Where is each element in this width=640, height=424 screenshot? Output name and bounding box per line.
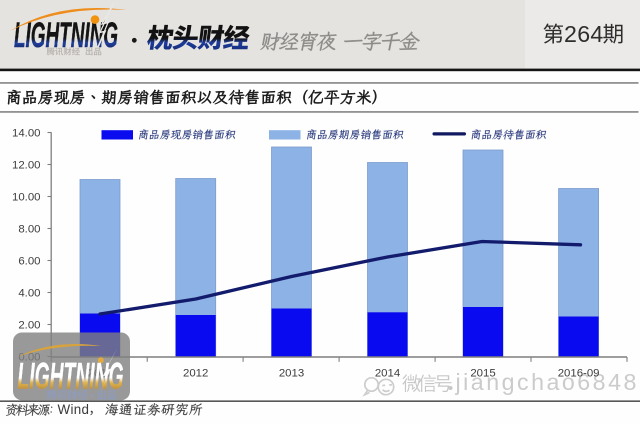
svg-text:4.00: 4.00 xyxy=(18,288,40,300)
svg-text:Wind: Wind xyxy=(58,402,90,417)
svg-text:2015: 2015 xyxy=(470,368,495,380)
svg-text:2013: 2013 xyxy=(279,368,304,380)
svg-text:6.00: 6.00 xyxy=(18,256,40,268)
svg-text:LIGHTNING: LIGHTNING xyxy=(18,355,124,396)
svg-text:8.00: 8.00 xyxy=(18,224,40,236)
svg-text:10.00: 10.00 xyxy=(12,192,41,204)
svg-text:264: 264 xyxy=(564,21,604,47)
svg-text:2016-09: 2016-09 xyxy=(558,368,600,380)
svg-text:2014: 2014 xyxy=(375,368,400,380)
svg-text:LIGHTNING: LIGHTNING xyxy=(14,16,118,55)
svg-text:jiangchao6848: jiangchao6848 xyxy=(455,369,639,395)
svg-text:2.00: 2.00 xyxy=(18,320,40,332)
svg-text:14.00: 14.00 xyxy=(12,128,41,140)
svg-text:2012: 2012 xyxy=(183,368,208,380)
svg-text:12.00: 12.00 xyxy=(12,160,41,172)
